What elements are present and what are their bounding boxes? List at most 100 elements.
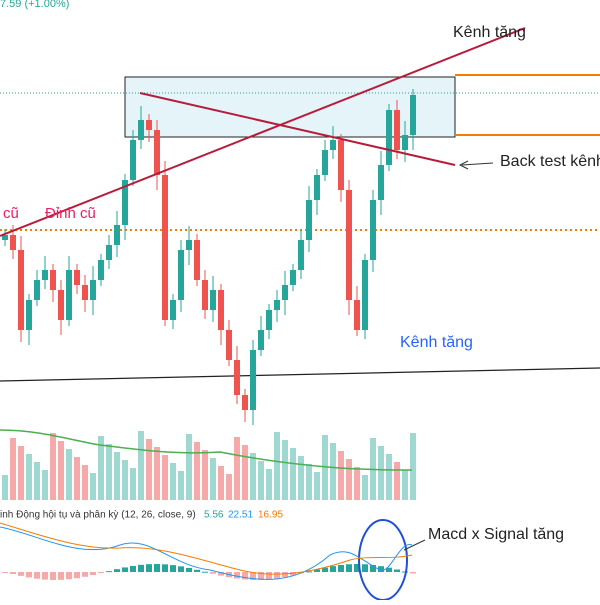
volume-bar bbox=[146, 439, 152, 500]
volume-bar bbox=[178, 471, 184, 500]
candle bbox=[282, 285, 288, 300]
candle bbox=[82, 285, 88, 300]
histogram-bar bbox=[130, 565, 136, 572]
backtest-line bbox=[139, 92, 456, 166]
volume-bar bbox=[114, 452, 120, 500]
histogram-bar bbox=[362, 564, 368, 572]
volume-bar bbox=[378, 446, 384, 500]
candle bbox=[250, 350, 256, 410]
volume-ma bbox=[0, 429, 413, 471]
histogram-bar bbox=[42, 572, 48, 580]
candle bbox=[362, 260, 368, 330]
candles bbox=[2, 89, 416, 425]
volume-bar bbox=[202, 450, 208, 500]
candle bbox=[306, 200, 312, 240]
histogram-bar bbox=[122, 567, 128, 572]
channel-bottom-line bbox=[0, 367, 600, 382]
volume-bar bbox=[138, 431, 144, 500]
macd-line bbox=[0, 526, 413, 580]
histogram-bar bbox=[242, 572, 248, 580]
volume-bar bbox=[90, 473, 96, 500]
indicator-value: 5.56 bbox=[204, 510, 224, 521]
price-change: 7.59 (+1.00%) bbox=[0, 0, 69, 10]
volume-bar bbox=[234, 437, 240, 500]
indicator-label: inh Động hội tụ và phân kỳ (12, 26, clos… bbox=[0, 510, 196, 521]
candle bbox=[274, 300, 280, 310]
histogram-bar bbox=[210, 572, 216, 574]
histogram-bar bbox=[2, 572, 8, 573]
histogram-bar bbox=[322, 567, 328, 572]
histogram-bar bbox=[138, 564, 144, 572]
histogram-bar bbox=[274, 572, 280, 579]
volume-bar bbox=[170, 463, 176, 500]
candle bbox=[162, 175, 168, 320]
candle bbox=[378, 165, 384, 200]
candle bbox=[346, 190, 352, 300]
candle bbox=[58, 290, 64, 320]
candle bbox=[122, 180, 128, 225]
volume-bar bbox=[346, 459, 352, 500]
volume-bar bbox=[250, 453, 256, 500]
histogram-bar bbox=[338, 564, 344, 572]
candle bbox=[90, 280, 96, 300]
histogram-bar bbox=[258, 572, 264, 580]
candle bbox=[242, 395, 248, 410]
candle bbox=[178, 250, 184, 300]
volume-bar bbox=[338, 451, 344, 500]
volume-bar bbox=[298, 456, 304, 500]
volume-bar bbox=[306, 464, 312, 500]
candle bbox=[170, 300, 176, 320]
histogram-bar bbox=[186, 567, 192, 572]
histogram-bar bbox=[378, 566, 384, 572]
histogram-bar bbox=[218, 572, 224, 576]
annotation: Đỉnh cũ bbox=[45, 205, 96, 222]
candle bbox=[106, 245, 112, 260]
volume-bar bbox=[42, 470, 48, 500]
volume-bar bbox=[58, 441, 64, 500]
candle bbox=[10, 235, 16, 250]
candle bbox=[74, 270, 80, 285]
histogram-bar bbox=[346, 564, 352, 572]
histogram-bar bbox=[26, 572, 32, 578]
histogram-bar bbox=[330, 566, 336, 572]
annotation: cũ bbox=[3, 205, 19, 222]
arrow bbox=[403, 539, 426, 551]
volume-bar bbox=[330, 443, 336, 500]
candle bbox=[114, 225, 120, 245]
channel-top-line bbox=[0, 27, 526, 237]
volume-bar bbox=[154, 447, 160, 500]
volume-bar bbox=[18, 446, 24, 500]
candle bbox=[186, 240, 192, 250]
volume-bar bbox=[394, 462, 400, 500]
candle bbox=[386, 110, 392, 165]
volume-bar bbox=[410, 433, 416, 500]
candle bbox=[234, 360, 240, 395]
histogram-bar bbox=[34, 572, 40, 579]
histogram-bar bbox=[114, 569, 120, 572]
volume-bar bbox=[122, 460, 128, 500]
volume-bar bbox=[2, 475, 8, 500]
candle bbox=[290, 270, 296, 285]
histogram-bar bbox=[18, 572, 24, 576]
candle bbox=[330, 140, 336, 150]
histogram-bar bbox=[410, 572, 416, 574]
volume-bar bbox=[186, 434, 192, 500]
volume-bar bbox=[74, 457, 80, 500]
candle bbox=[26, 300, 32, 330]
histogram-bar bbox=[58, 572, 64, 580]
candle bbox=[146, 120, 152, 130]
volume-bar bbox=[226, 474, 232, 500]
histogram-bar bbox=[10, 572, 16, 574]
volume-bar bbox=[130, 468, 136, 500]
histogram-bar bbox=[386, 567, 392, 572]
candle bbox=[226, 330, 232, 360]
histogram-bar bbox=[282, 572, 288, 577]
histogram-bar bbox=[98, 572, 104, 574]
volume-bar bbox=[210, 458, 216, 500]
volume-bar bbox=[10, 438, 16, 500]
volume bbox=[2, 431, 416, 500]
candle bbox=[298, 240, 304, 270]
arrow-head bbox=[458, 160, 469, 170]
volume-bar bbox=[242, 445, 248, 500]
